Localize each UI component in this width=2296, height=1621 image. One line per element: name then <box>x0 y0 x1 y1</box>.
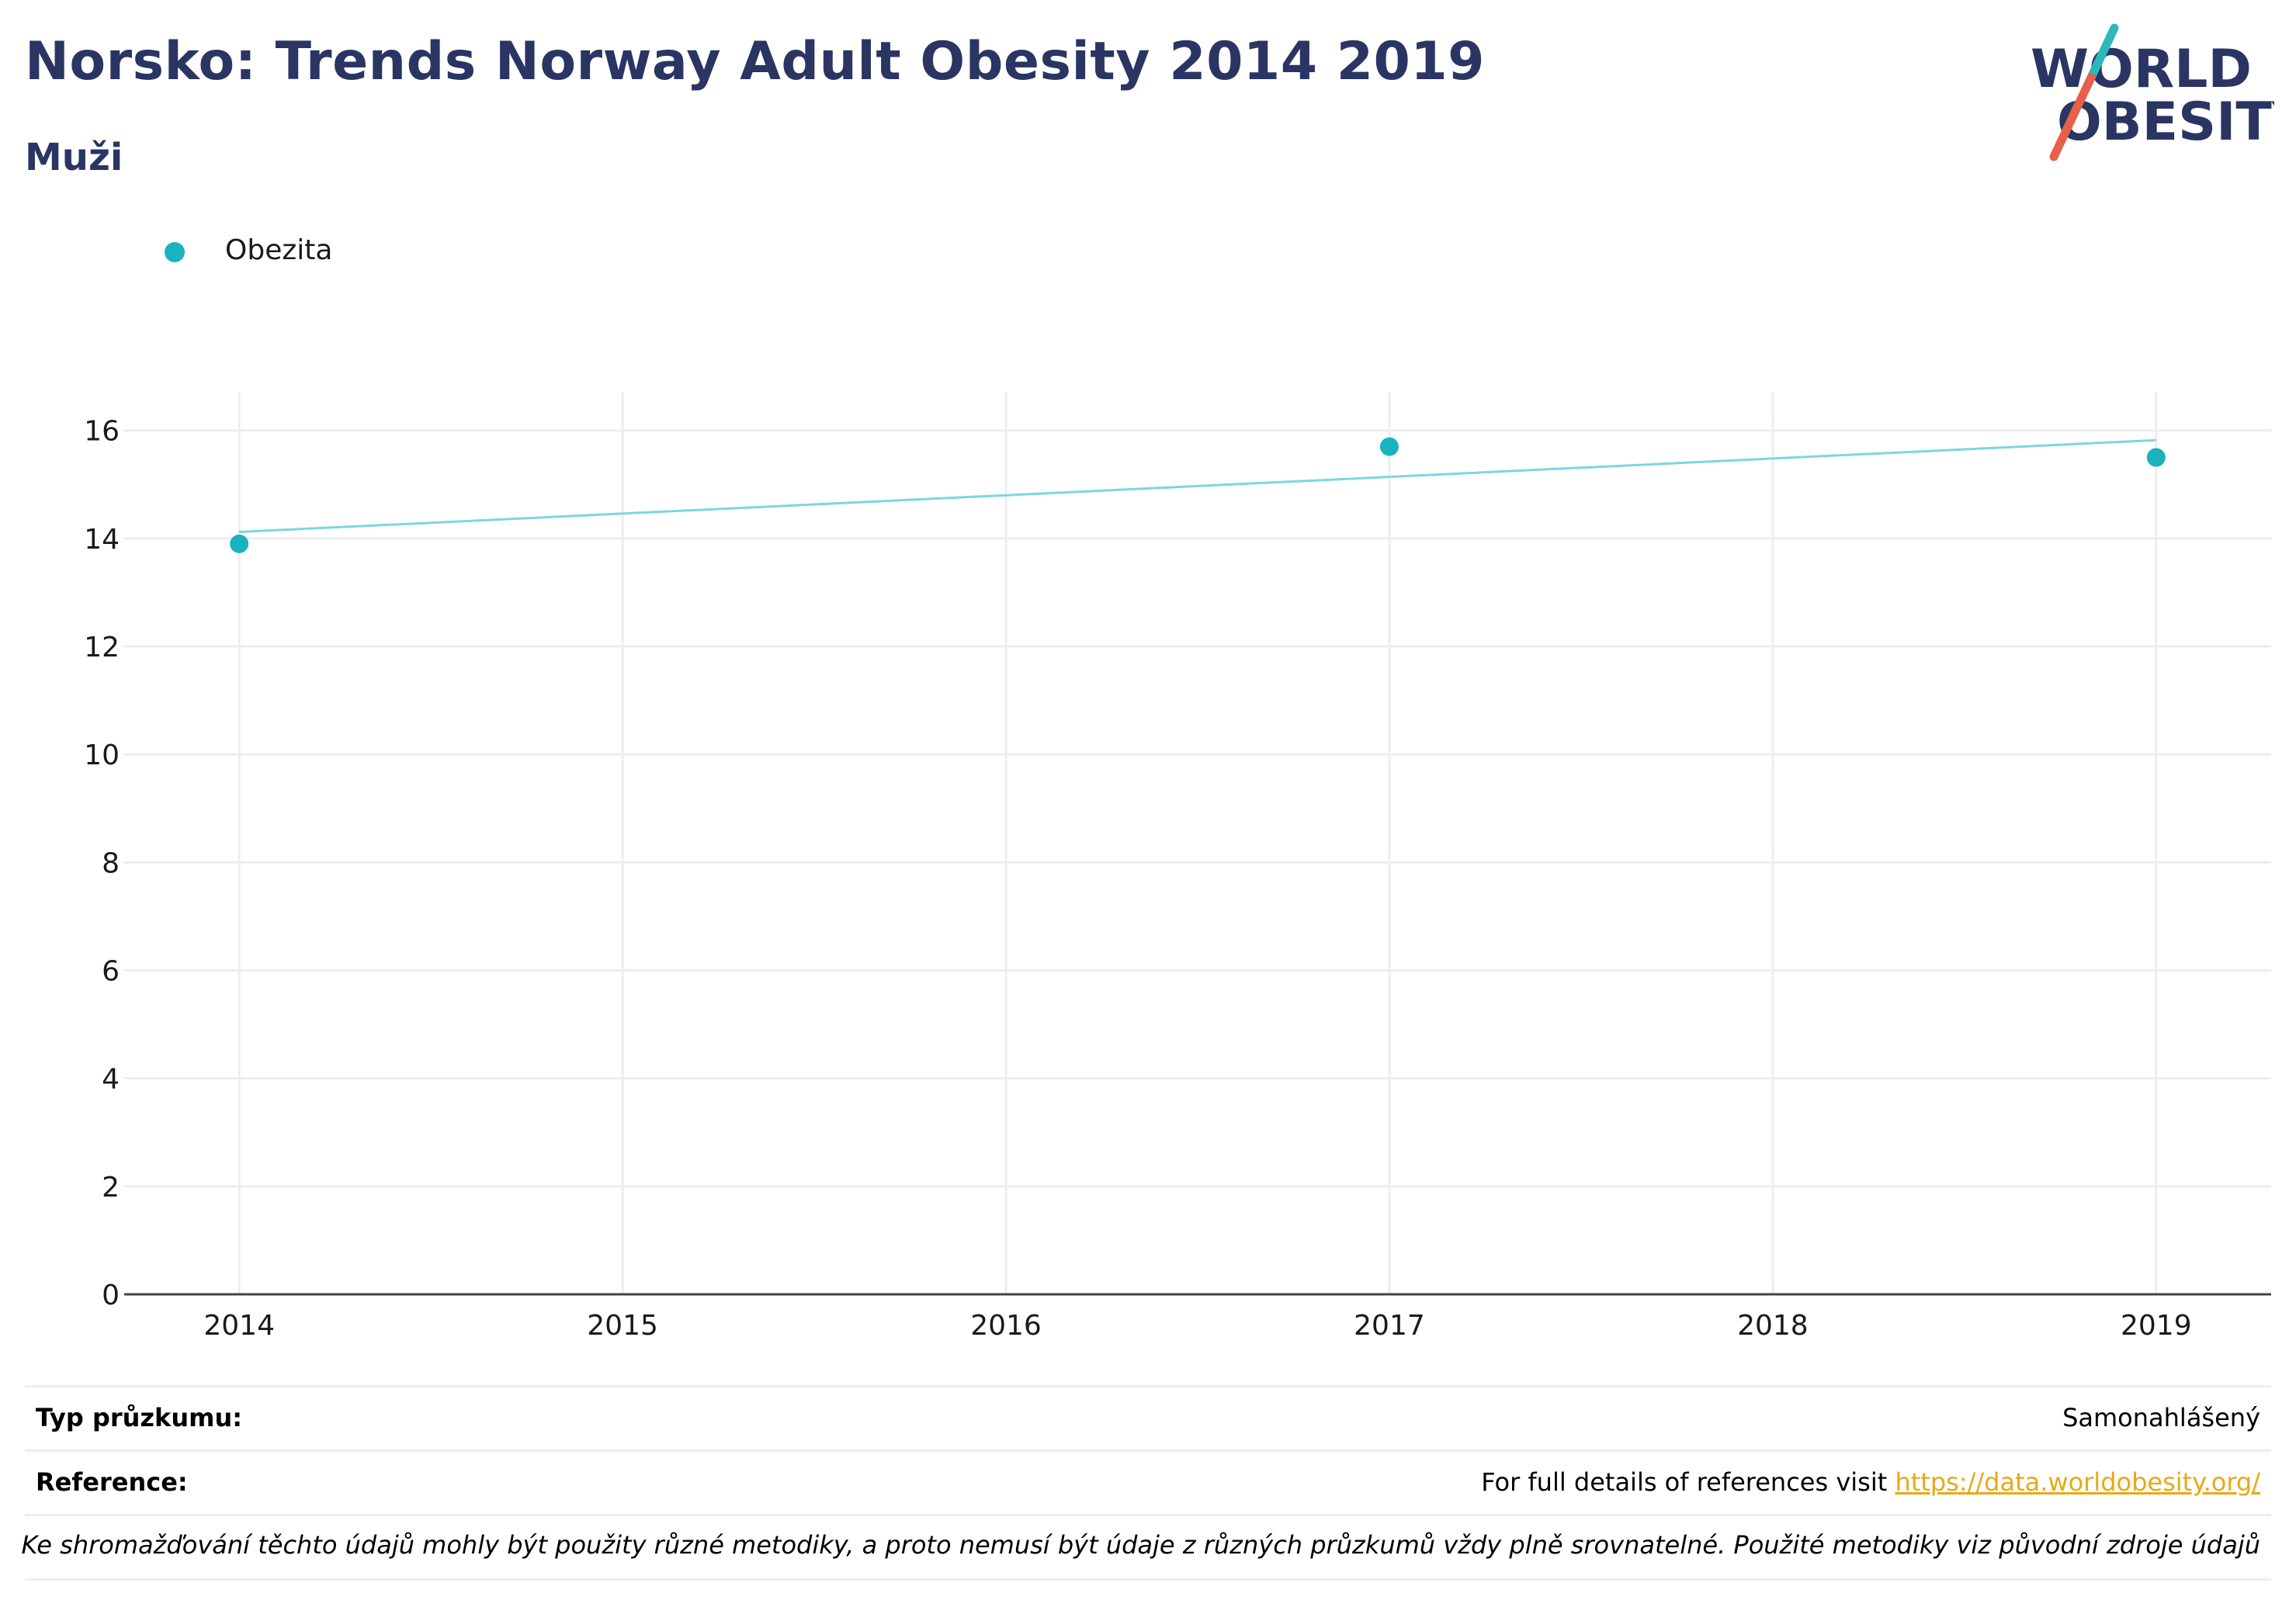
reference-row: Reference: For full details of reference… <box>25 1450 2271 1514</box>
survey-type-value: Samonahlášený <box>2062 1403 2260 1432</box>
x-tick-label-2017: 2017 <box>1354 1310 1425 1342</box>
y-tick-label-2: 2 <box>102 1172 120 1204</box>
methodology-note: Ke shromažďování těchto údajů mohly být … <box>21 1530 2260 1560</box>
page-title: Norsko: Trends Norway Adult Obesity 2014… <box>25 31 1485 92</box>
x-tick-label-2016: 2016 <box>970 1310 1042 1342</box>
trendline <box>239 438 2156 534</box>
world-obesity-logo: WORLD OBESITY <box>2031 23 2274 161</box>
y-tick-label-10: 10 <box>84 739 120 771</box>
x-tick-label-2014: 2014 <box>203 1310 275 1342</box>
obesity-trend-chart: 0 2 4 6 8 10 12 14 16 2014 2015 2016 2017 2018 2019 <box>84 393 2271 1342</box>
y-tick-label-14: 14 <box>84 524 120 556</box>
x-tick-label-2018: 2018 <box>1737 1310 1809 1342</box>
reference-link[interactable]: https://data.worldobesity.org/ <box>1895 1467 2260 1497</box>
page-subtitle: Muži <box>25 136 123 179</box>
y-tick-label-8: 8 <box>102 847 120 879</box>
reference-label: Reference: <box>36 1467 188 1497</box>
data-point-2014 <box>230 534 249 553</box>
legend-marker-obezita <box>165 242 185 262</box>
data-point-2019 <box>2146 448 2166 467</box>
y-tick-label-4: 4 <box>102 1064 120 1096</box>
x-tick-label-2019: 2019 <box>2121 1310 2192 1342</box>
data-point-2017 <box>1379 437 1399 456</box>
survey-type-label: Typ průzkumu: <box>36 1403 243 1432</box>
survey-type-row: Typ průzkumu: Samonahlášený <box>25 1385 2271 1450</box>
y-tick-label-16: 16 <box>84 416 120 448</box>
logo-text-obesity: OBESITY <box>2057 92 2274 153</box>
reference-text: For full details of references visit <box>1481 1467 1895 1497</box>
logo-slash-red <box>2049 73 2096 161</box>
reference-value: For full details of references visit htt… <box>1481 1467 2260 1497</box>
logo-text-world: WORLD <box>2031 39 2252 100</box>
logo-slash-teal <box>2086 23 2119 82</box>
y-tick-label-6: 6 <box>102 956 120 988</box>
legend-label-obezita: Obezita <box>225 234 333 266</box>
y-tick-label-12: 12 <box>84 632 120 663</box>
y-tick-label-0: 0 <box>102 1280 120 1311</box>
methodology-note-row: Ke shromažďování těchto údajů mohly být … <box>21 1514 2271 1581</box>
x-tick-label-2015: 2015 <box>587 1310 658 1342</box>
